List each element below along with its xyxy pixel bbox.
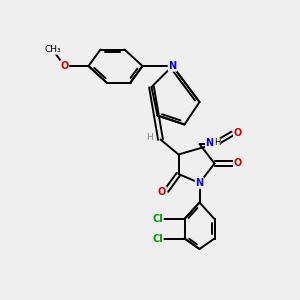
Text: N: N bbox=[168, 61, 177, 71]
Text: O: O bbox=[234, 128, 242, 139]
Text: H: H bbox=[146, 134, 153, 142]
Text: N: N bbox=[195, 178, 204, 188]
Text: N: N bbox=[206, 137, 214, 148]
Text: O: O bbox=[60, 61, 69, 71]
Text: O: O bbox=[234, 158, 242, 169]
Text: H: H bbox=[214, 138, 220, 147]
Text: CH₃: CH₃ bbox=[44, 45, 61, 54]
Text: Cl: Cl bbox=[152, 233, 163, 244]
Text: O: O bbox=[158, 187, 166, 197]
Text: Cl: Cl bbox=[152, 214, 163, 224]
